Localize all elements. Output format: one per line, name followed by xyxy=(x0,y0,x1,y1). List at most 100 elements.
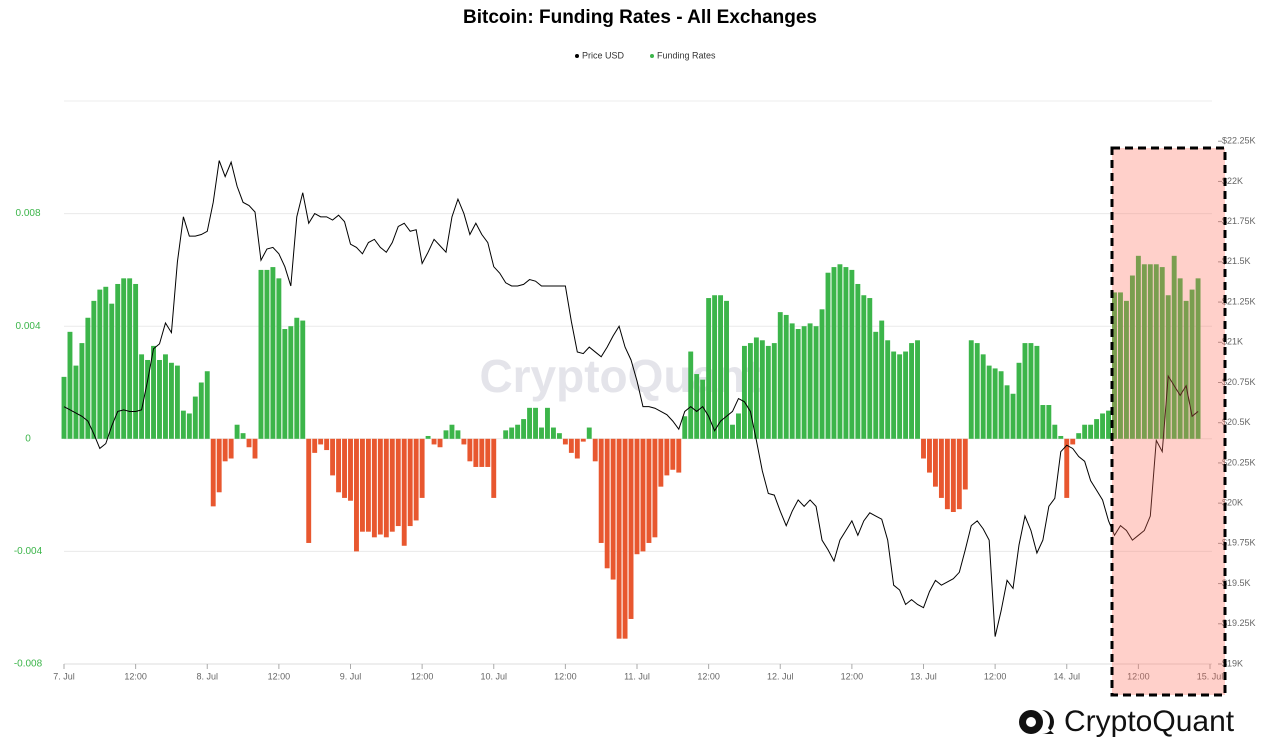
bar xyxy=(163,354,168,439)
brand-logo xyxy=(1019,710,1054,734)
bar xyxy=(1177,278,1183,439)
bar xyxy=(288,326,294,439)
bar xyxy=(783,314,789,439)
bar xyxy=(97,289,103,439)
bar xyxy=(1082,424,1088,439)
bar xyxy=(485,438,491,467)
bar xyxy=(1088,424,1094,439)
bar xyxy=(151,345,156,439)
bar xyxy=(974,343,980,439)
x-tick-label: 14. Jul xyxy=(1053,671,1080,681)
bar xyxy=(718,295,724,439)
bar xyxy=(306,438,312,543)
bar xyxy=(1141,264,1147,439)
bar xyxy=(115,283,121,439)
bar xyxy=(431,438,437,445)
bar xyxy=(664,438,670,476)
bar xyxy=(1052,424,1058,439)
highlight-box xyxy=(1110,146,1227,697)
bar xyxy=(503,430,509,439)
bar xyxy=(467,438,473,462)
bar xyxy=(586,427,592,439)
bar xyxy=(688,351,694,439)
bar xyxy=(968,340,974,439)
bar xyxy=(121,278,127,439)
bar xyxy=(222,438,228,462)
bar xyxy=(831,267,837,439)
bar xyxy=(1004,385,1010,439)
plot-area: -0.008 -0.004 0 0.004 0.008 $19K $19.25K $19.5K… xyxy=(14,136,1256,682)
bar xyxy=(527,407,533,439)
bar xyxy=(383,438,389,538)
bar xyxy=(741,345,747,439)
bar xyxy=(67,331,73,439)
bar xyxy=(1016,362,1022,439)
bar xyxy=(932,438,938,487)
bar xyxy=(1076,433,1082,439)
bar xyxy=(61,376,67,439)
bar xyxy=(604,438,610,569)
bar xyxy=(186,413,192,439)
bar xyxy=(562,438,568,445)
bar xyxy=(921,438,926,459)
bar xyxy=(1171,255,1177,439)
x-tick-label: 12:00 xyxy=(124,671,147,681)
bar xyxy=(461,438,467,445)
bar xyxy=(533,407,538,439)
bar xyxy=(491,438,497,498)
bar xyxy=(682,416,688,439)
bar xyxy=(258,269,264,439)
y-tick-label: -0.004 xyxy=(14,546,43,557)
bar xyxy=(938,438,944,498)
bar xyxy=(413,438,419,521)
y2-tick-label: $20.75K xyxy=(1222,377,1256,387)
bar xyxy=(359,438,365,532)
bar xyxy=(771,343,777,439)
bar xyxy=(276,278,282,439)
bar xyxy=(1094,419,1100,439)
y-tick-label: -0.008 xyxy=(14,659,43,670)
bar xyxy=(550,427,556,439)
bar xyxy=(270,267,276,439)
y2-tick-label: $19.25K xyxy=(1222,618,1256,628)
bar xyxy=(861,295,867,439)
bar xyxy=(509,427,515,439)
y2-tick-label: $21.5K xyxy=(1222,256,1251,266)
bar xyxy=(336,438,342,493)
bar xyxy=(216,438,222,493)
bar xyxy=(819,309,825,439)
bar xyxy=(419,438,425,498)
bar xyxy=(180,410,186,439)
bar xyxy=(736,413,741,439)
bar xyxy=(765,345,771,439)
bar xyxy=(915,340,920,439)
bar xyxy=(956,438,962,510)
brand-text: CryptoQuant xyxy=(1064,705,1235,738)
bar xyxy=(539,427,544,439)
bar xyxy=(1040,405,1046,439)
bar xyxy=(825,272,831,439)
x-tick-label: 15. Jul xyxy=(1197,671,1224,681)
bar xyxy=(574,438,580,459)
bar xyxy=(198,382,204,439)
bar xyxy=(998,371,1004,439)
x-tick-label: 12:00 xyxy=(411,671,434,681)
bar xyxy=(556,433,562,439)
bar xyxy=(133,283,139,439)
bar xyxy=(700,379,706,439)
x-tick-label: 12:00 xyxy=(1127,671,1150,681)
bar xyxy=(455,430,461,439)
bar xyxy=(1028,343,1034,439)
x-tick-label: 10. Jul xyxy=(480,671,507,681)
bar xyxy=(515,424,521,439)
bar xyxy=(127,278,133,439)
y2-tick-label: $19.5K xyxy=(1222,578,1251,588)
bar xyxy=(622,438,628,639)
bar xyxy=(324,438,330,451)
bar xyxy=(1123,300,1129,439)
y-tick-label: 0.004 xyxy=(15,321,40,332)
bar xyxy=(795,329,801,439)
bar xyxy=(777,312,783,439)
bar xyxy=(986,365,992,439)
bar xyxy=(1058,435,1064,439)
